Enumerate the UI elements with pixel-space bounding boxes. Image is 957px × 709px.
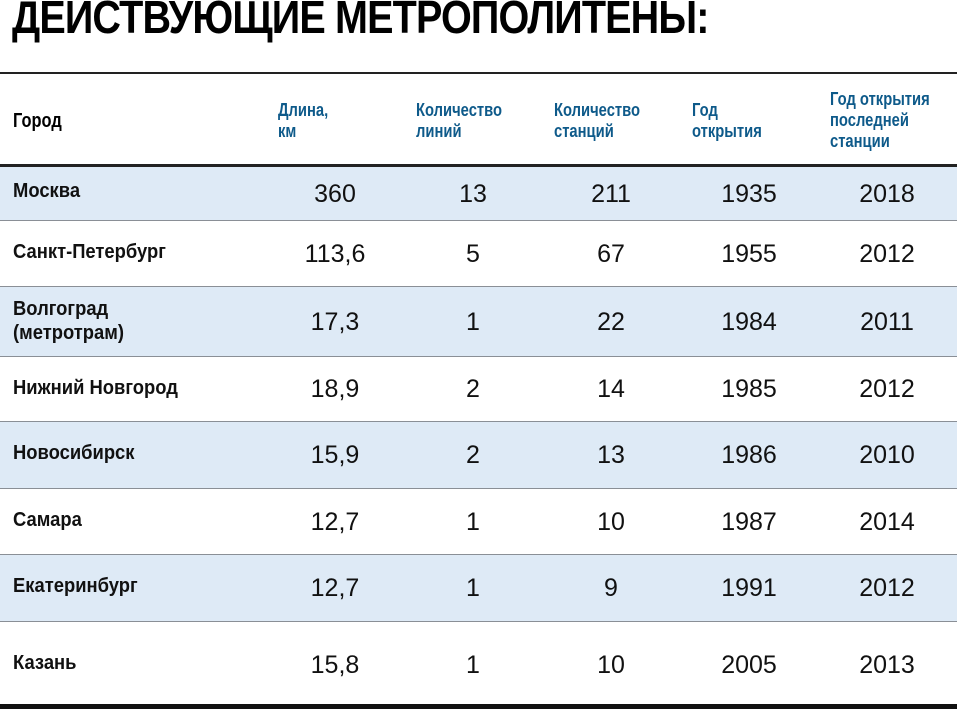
length-cell: 12,7 bbox=[310, 574, 360, 602]
header-lines: Количество линий bbox=[416, 100, 502, 142]
lines-cell: 1 bbox=[466, 574, 480, 602]
header-length-line2: км bbox=[278, 121, 297, 141]
table-row: Волгоград (метротрам) 17,3 1 22 1984 201… bbox=[0, 287, 957, 357]
city-name: Волгоград (метротрам) bbox=[13, 297, 124, 345]
header-lines-line2: линий bbox=[416, 121, 462, 141]
city-name: Самара bbox=[13, 509, 82, 531]
opened-cell: 2005 bbox=[721, 651, 777, 679]
opened-cell: 1955 bbox=[721, 240, 777, 268]
stations-cell: 14 bbox=[597, 375, 625, 403]
header-opened: Год открытия bbox=[692, 100, 762, 142]
opened-cell: 1986 bbox=[721, 441, 777, 469]
table-row: Москва 360 13 211 1935 2018 bbox=[0, 167, 957, 221]
table-row: Новосибирск 15,9 2 13 1986 2010 bbox=[0, 422, 957, 489]
city-name: Новосибирск bbox=[13, 442, 135, 464]
opened-cell: 1984 bbox=[721, 308, 777, 336]
last-station-cell: 2018 bbox=[859, 180, 915, 208]
header-lines-line1: Количество bbox=[416, 100, 503, 120]
opened-cell: 1987 bbox=[721, 508, 777, 536]
header-opened-line1: Год bbox=[692, 100, 718, 120]
opened-cell: 1985 bbox=[721, 375, 777, 403]
last-station-cell: 2010 bbox=[859, 441, 915, 469]
lines-cell: 1 bbox=[466, 651, 480, 679]
last-station-cell: 2014 bbox=[859, 508, 915, 536]
header-last-line3: станции bbox=[830, 131, 890, 151]
header-city: Город bbox=[13, 110, 62, 132]
city-name: Москва bbox=[13, 180, 81, 202]
length-cell: 15,8 bbox=[310, 651, 360, 679]
table-row: Самара 12,7 1 10 1987 2014 bbox=[0, 489, 957, 555]
stations-cell: 67 bbox=[597, 240, 625, 268]
header-stations-line1: Количество bbox=[554, 100, 641, 120]
stations-cell: 9 bbox=[604, 574, 618, 602]
lines-cell: 2 bbox=[466, 375, 480, 403]
stations-cell: 211 bbox=[591, 180, 631, 208]
last-station-cell: 2012 bbox=[859, 574, 915, 602]
city-name-line1: Волгоград bbox=[13, 298, 109, 320]
header-rule bbox=[0, 164, 957, 167]
page-title: ДЕЙСТВУЮЩИЕ МЕТРОПОЛИТЕНЫ: bbox=[12, 0, 709, 43]
header-stations-line2: станций bbox=[554, 121, 614, 141]
length-cell: 18,9 bbox=[310, 375, 360, 403]
opened-cell: 1935 bbox=[721, 180, 777, 208]
city-name: Екатеринбург bbox=[13, 575, 138, 597]
header-stations: Количество станций bbox=[554, 100, 640, 142]
table-row: Екатеринбург 12,7 1 9 1991 2012 bbox=[0, 555, 957, 622]
header-last-line2: последней bbox=[830, 110, 909, 130]
bottom-rule bbox=[0, 704, 957, 709]
top-rule bbox=[0, 72, 957, 74]
city-name: Санкт-Петербург bbox=[13, 241, 166, 263]
length-cell: 360 bbox=[314, 180, 356, 208]
table-row: Санкт-Петербург 113,6 5 67 1955 2012 bbox=[0, 221, 957, 287]
lines-cell: 1 bbox=[466, 508, 480, 536]
opened-cell: 1991 bbox=[721, 574, 777, 602]
stations-cell: 10 bbox=[597, 651, 625, 679]
header-last-station: Год открытия последней станции bbox=[830, 89, 930, 152]
length-cell: 15,9 bbox=[310, 441, 360, 469]
lines-cell: 1 bbox=[466, 308, 480, 336]
table-row: Нижний Новгород 18,9 2 14 1985 2012 bbox=[0, 357, 957, 422]
city-name: Нижний Новгород bbox=[13, 377, 178, 399]
length-cell: 12,7 bbox=[310, 508, 360, 536]
table-row: Казань 15,8 1 10 2005 2013 bbox=[0, 622, 957, 704]
stations-cell: 10 bbox=[597, 508, 625, 536]
stations-cell: 13 bbox=[597, 441, 625, 469]
stations-cell: 22 bbox=[597, 308, 625, 336]
city-name: Казань bbox=[13, 652, 77, 674]
lines-cell: 13 bbox=[459, 180, 487, 208]
length-cell: 17,3 bbox=[310, 308, 360, 336]
last-station-cell: 2011 bbox=[860, 308, 914, 336]
last-station-cell: 2012 bbox=[859, 240, 915, 268]
header-last-line1: Год открытия bbox=[830, 89, 930, 109]
lines-cell: 2 bbox=[466, 441, 480, 469]
length-cell: 113,6 bbox=[304, 240, 366, 268]
city-name-line2: (метротрам) bbox=[13, 322, 124, 344]
last-station-cell: 2012 bbox=[859, 375, 915, 403]
header-length: Длина, км bbox=[278, 100, 328, 142]
last-station-cell: 2013 bbox=[859, 651, 915, 679]
header-length-line1: Длина, bbox=[278, 100, 329, 120]
header-opened-line2: открытия bbox=[692, 121, 762, 141]
lines-cell: 5 bbox=[466, 240, 480, 268]
table-header: Город Длина, км Количество линий Количес… bbox=[0, 74, 957, 164]
